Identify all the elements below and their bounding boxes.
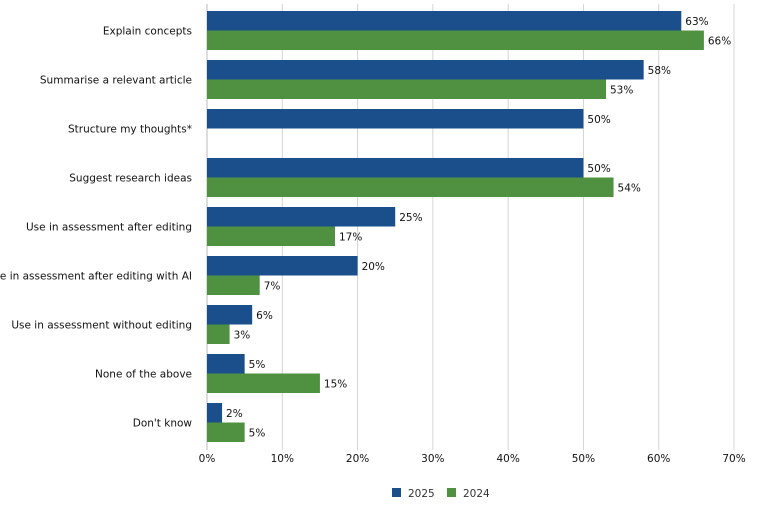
data-label: 53% <box>610 84 633 96</box>
category-label: None of the above <box>95 369 192 381</box>
bar-2024 <box>207 79 607 99</box>
category-label: Use in assessment without editing <box>11 320 192 332</box>
data-label: 25% <box>399 212 422 224</box>
data-label: 7% <box>264 280 281 292</box>
x-tick-label: 60% <box>647 453 670 465</box>
bar-2025 <box>207 256 358 276</box>
bar-2025 <box>207 354 245 374</box>
data-label: 50% <box>587 114 610 126</box>
bar-2024 <box>207 30 704 50</box>
category-label: Summarise a relevant article <box>40 75 192 87</box>
data-label: 2% <box>226 408 243 420</box>
bar-2024 <box>207 177 614 197</box>
category-label: Don't know <box>133 418 193 430</box>
category-label: Use in assessment after editing with AI <box>0 271 192 283</box>
x-tick-label: 0% <box>199 453 216 465</box>
bar-2024 <box>207 324 230 344</box>
bar-2025 <box>207 11 682 31</box>
bar-2024 <box>207 275 260 295</box>
bar-2025 <box>207 207 396 227</box>
category-label: Structure my thoughts* <box>68 124 192 136</box>
x-tick-label: 50% <box>572 453 595 465</box>
data-label: 15% <box>324 378 347 390</box>
legend-swatch-2025 <box>392 488 401 497</box>
x-tick-label: 20% <box>346 453 369 465</box>
bar-2024 <box>207 422 245 442</box>
bar-2025 <box>207 403 223 423</box>
category-label: Use in assessment after editing <box>26 222 192 234</box>
data-label: 54% <box>618 182 641 194</box>
legend-label: 2024 <box>463 488 490 500</box>
data-label: 63% <box>685 16 708 28</box>
bar-2024 <box>207 373 320 393</box>
data-label: 5% <box>249 359 266 371</box>
x-tick-label: 40% <box>496 453 519 465</box>
data-label: 17% <box>339 231 362 243</box>
bar-2025 <box>207 158 584 178</box>
bar-2025 <box>207 60 644 80</box>
legend-swatch-2024 <box>447 488 456 497</box>
bar-2024 <box>207 226 335 246</box>
legend-label: 2025 <box>408 488 435 500</box>
x-tick-label: 70% <box>722 453 745 465</box>
data-label: 20% <box>362 261 385 273</box>
data-label: 66% <box>708 35 731 47</box>
x-tick-label: 30% <box>421 453 444 465</box>
data-label: 5% <box>249 427 266 439</box>
category-label: Suggest research ideas <box>69 173 192 185</box>
bar-2025 <box>207 305 253 325</box>
bar-2025 <box>207 109 584 129</box>
data-label: 58% <box>648 65 671 77</box>
data-label: 3% <box>234 329 251 341</box>
category-label: Explain concepts <box>103 26 192 38</box>
data-label: 6% <box>256 310 273 322</box>
data-label: 50% <box>587 163 610 175</box>
x-tick-label: 10% <box>271 453 294 465</box>
